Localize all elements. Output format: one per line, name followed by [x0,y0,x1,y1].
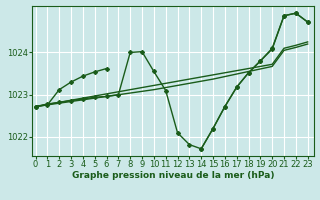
X-axis label: Graphe pression niveau de la mer (hPa): Graphe pression niveau de la mer (hPa) [72,171,274,180]
